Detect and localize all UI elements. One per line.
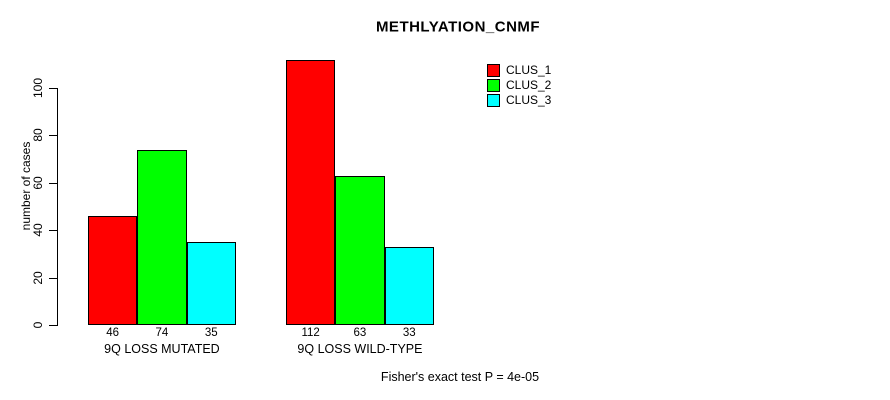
legend: CLUS_1 CLUS_2 CLUS_3 xyxy=(487,63,551,108)
bar-clus_3-2 xyxy=(384,246,434,325)
legend-entry-clus_2: CLUS_2 xyxy=(487,78,551,93)
y-axis-tick xyxy=(49,230,57,232)
legend-label: CLUS_3 xyxy=(506,93,552,107)
bar-value-label: 63 xyxy=(353,327,367,339)
legend-swatch-clus_2 xyxy=(487,79,500,92)
y-axis-tick xyxy=(49,135,57,137)
y-tick-label: 0 xyxy=(31,321,45,329)
stat-annotation: Fisher's exact test P = 4e-05 xyxy=(380,370,540,384)
y-tick-label: 40 xyxy=(31,223,45,237)
bar-clus_1-2 xyxy=(286,59,336,325)
legend-swatch-clus_3 xyxy=(487,94,500,107)
y-axis-tick xyxy=(49,182,57,184)
bar-value-label: 74 xyxy=(155,327,169,339)
legend-label: CLUS_1 xyxy=(506,63,552,77)
bar-clus_3-1 xyxy=(186,242,236,325)
y-axis-line xyxy=(57,88,58,326)
legend-entry-clus_3: CLUS_3 xyxy=(487,93,551,108)
y-tick-label: 80 xyxy=(31,128,45,143)
bar-clus_1-1 xyxy=(88,215,138,325)
chart-title: METHLYATION_CNMF xyxy=(375,18,541,36)
bar-clus_2-1 xyxy=(137,149,187,325)
bar-value-label: 33 xyxy=(402,327,416,339)
bar-value-label: 112 xyxy=(301,327,320,339)
legend-swatch-clus_1 xyxy=(487,64,500,77)
bar-value-label: 46 xyxy=(106,327,120,339)
y-axis-tick xyxy=(49,88,57,89)
bar-clus_2-2 xyxy=(335,175,385,325)
bar-value-label: 35 xyxy=(204,327,218,339)
y-tick-label: 100 xyxy=(31,77,45,99)
y-tick-label: 20 xyxy=(31,270,45,285)
legend-entry-clus_1: CLUS_1 xyxy=(487,63,551,78)
category-label: 9Q LOSS MUTATED xyxy=(104,342,220,356)
y-axis-tick xyxy=(49,277,57,279)
legend-label: CLUS_2 xyxy=(506,78,552,92)
category-label: 9Q LOSS WILD-TYPE xyxy=(297,342,423,356)
y-axis-tick xyxy=(49,325,57,326)
y-tick-label: 60 xyxy=(31,176,45,190)
